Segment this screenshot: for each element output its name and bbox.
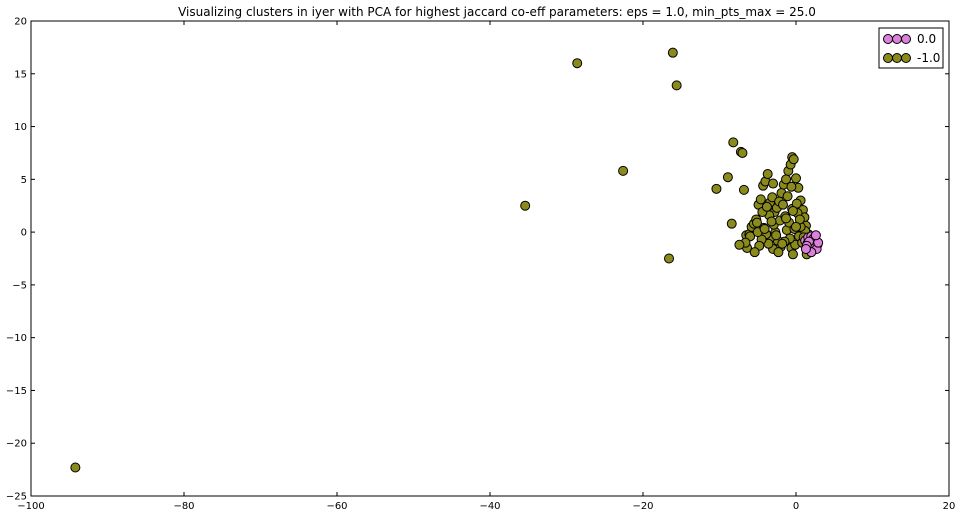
y-tick-label: −10 xyxy=(6,333,27,344)
data-point-series-1 xyxy=(786,181,797,192)
data-point-series-1 xyxy=(787,249,798,260)
axis-ticks-layer: −100 −80 −60 −40 −20 0 20 −25 −20 −15 −10 −5 0 5 10 15 2… xyxy=(6,17,955,513)
data-point-series-1 xyxy=(773,247,784,258)
chart-title: Visualizing clusters in iyer with PCA fo… xyxy=(178,5,816,19)
data-point-series-1 xyxy=(787,206,798,216)
data-point-series-1 xyxy=(520,200,531,211)
data-point-series-1 xyxy=(618,165,629,176)
data-point-series-1 xyxy=(722,172,733,183)
x-tick-label: −100 xyxy=(17,501,44,512)
data-point-series-1 xyxy=(771,230,782,241)
data-point-series-0 xyxy=(810,230,821,241)
data-point-series-1 xyxy=(749,247,760,258)
data-point-series-1 xyxy=(737,147,748,158)
data-point-series-1 xyxy=(572,58,583,69)
x-tick-label: 20 xyxy=(943,501,956,512)
y-tick-label: 5 xyxy=(21,175,27,186)
y-tick-label: −5 xyxy=(12,280,27,291)
data-point-series-1 xyxy=(738,184,749,195)
data-point-series-1 xyxy=(777,238,788,249)
legend: 0.0 -1.0 xyxy=(878,27,944,69)
data-point-series-1 xyxy=(766,216,777,227)
data-point-series-1 xyxy=(762,169,773,180)
x-tick-label: 0 xyxy=(793,501,799,512)
data-point-series-1 xyxy=(751,217,762,228)
legend-label: 0.0 xyxy=(917,32,936,46)
x-tick-label: −80 xyxy=(173,501,194,512)
data-point-series-1 xyxy=(711,183,722,194)
data-point-series-1 xyxy=(781,213,792,224)
data-point-series-0 xyxy=(800,244,811,254)
y-tick-label: −20 xyxy=(6,439,27,450)
legend-marker xyxy=(892,34,902,44)
data-point-series-1 xyxy=(70,462,81,473)
data-point-series-1 xyxy=(755,194,766,205)
x-tick-label: −40 xyxy=(479,501,500,512)
y-tick-label: 20 xyxy=(14,17,27,28)
data-point-series-1 xyxy=(782,191,793,202)
legend-marker xyxy=(901,34,911,44)
data-points-layer xyxy=(70,47,824,473)
data-point-series-1 xyxy=(667,47,678,58)
x-tick-label: −60 xyxy=(326,501,347,512)
data-point-series-1 xyxy=(734,239,745,250)
data-point-series-1 xyxy=(791,173,801,184)
data-point-series-1 xyxy=(671,80,682,91)
y-tick-label: 10 xyxy=(14,122,27,133)
data-point-series-1 xyxy=(777,199,788,210)
data-point-series-1 xyxy=(664,253,675,264)
data-point-series-1 xyxy=(791,221,801,232)
y-tick-label: −25 xyxy=(6,492,27,503)
plot-frame xyxy=(30,20,950,497)
data-point-series-1 xyxy=(728,137,739,148)
legend-marker xyxy=(883,34,893,44)
legend-marker xyxy=(892,53,902,63)
y-tick-label: 15 xyxy=(14,69,27,80)
y-tick-label: −15 xyxy=(6,386,27,397)
data-point-series-1 xyxy=(759,223,770,234)
data-point-series-1 xyxy=(726,218,737,229)
data-point-series-1 xyxy=(761,201,772,212)
legend-label: -1.0 xyxy=(917,51,940,65)
data-point-series-1 xyxy=(768,178,779,189)
data-point-series-1 xyxy=(788,154,799,165)
x-tick-label: −20 xyxy=(632,501,653,512)
legend-marker xyxy=(901,53,911,63)
legend-marker xyxy=(883,53,893,63)
y-tick-label: 0 xyxy=(21,228,27,239)
